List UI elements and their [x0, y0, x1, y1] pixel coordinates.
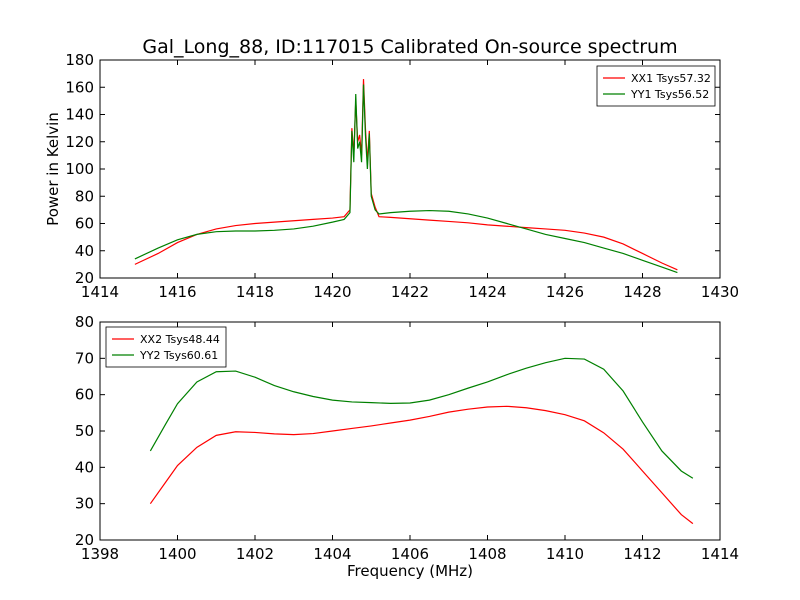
x-tick-label: 1404	[313, 545, 351, 563]
x-tick-label: 1426	[546, 283, 584, 301]
x-tick-label: 1424	[468, 283, 506, 301]
y-axis-title: Power in Kelvin	[44, 112, 62, 226]
x-tick-label: 1408	[468, 545, 506, 563]
y-tick-label: 80	[75, 187, 94, 205]
y-tick-label: 160	[65, 78, 94, 96]
legend-label: XX1 Tsys57.32	[631, 72, 711, 85]
x-tick-label: 1402	[236, 545, 274, 563]
y-tick-label: 60	[75, 215, 94, 233]
legend-box	[596, 65, 716, 107]
x-tick-label: 1412	[623, 545, 661, 563]
y-tick-label: 180	[65, 51, 94, 69]
x-tick-label: 1428	[623, 283, 661, 301]
y-tick-label: 140	[65, 106, 94, 124]
y-tick-label: 30	[75, 495, 94, 513]
x-tick-label: 1414	[701, 545, 739, 563]
y-tick-label: 40	[75, 458, 94, 476]
x-tick-label: 1410	[546, 545, 584, 563]
legend-label: YY2 Tsys60.61	[139, 349, 218, 362]
figure-title: Gal_Long_88, ID:117015 Calibrated On-sou…	[142, 36, 677, 58]
y-tick-label: 60	[75, 386, 94, 404]
x-axis-title: Frequency (MHz)	[347, 562, 473, 580]
y-tick-label: 70	[75, 349, 94, 367]
x-tick-label: 1418	[236, 283, 274, 301]
series-line-1-0	[149, 405, 694, 525]
x-tick-label: 1414	[81, 283, 119, 301]
x-tick-label: 1430	[701, 283, 739, 301]
x-tick-label: 1416	[158, 283, 196, 301]
top-panel: 1414 1416 1418 1420 1422 1424 1426 1428 1430 20 40…	[44, 51, 739, 301]
y-tick-label: 100	[65, 160, 94, 178]
y-tick-label: 50	[75, 422, 94, 440]
y-tick-label: 20	[75, 531, 94, 549]
series-line-1-1	[149, 357, 694, 479]
x-tick-label: 1400	[158, 545, 196, 563]
legend-label: XX2 Tsys48.44	[140, 333, 220, 346]
y-tick-label: 80	[75, 313, 94, 331]
x-tick-label: 1422	[391, 283, 429, 301]
legend: XX1 Tsys57.32 YY1 Tsys56.52	[596, 65, 716, 107]
y-tick-label: 120	[65, 133, 94, 151]
y-tick-label: 20	[75, 269, 94, 287]
legend-label: YY1 Tsys56.52	[630, 88, 709, 101]
x-tick-label: 1406	[391, 545, 429, 563]
x-tick-label: 1420	[313, 283, 351, 301]
y-tick-label: 40	[75, 242, 94, 260]
legend: XX2 Tsys48.44 YY2 Tsys60.61	[105, 326, 227, 368]
series-line-0-1	[134, 84, 678, 274]
legend-box	[105, 326, 227, 368]
bottom-panel: 1398 1400 1402 1404 1406 1408 1410 1412 1414 20 30…	[75, 313, 739, 580]
x-tick-label: 1398	[81, 545, 119, 563]
